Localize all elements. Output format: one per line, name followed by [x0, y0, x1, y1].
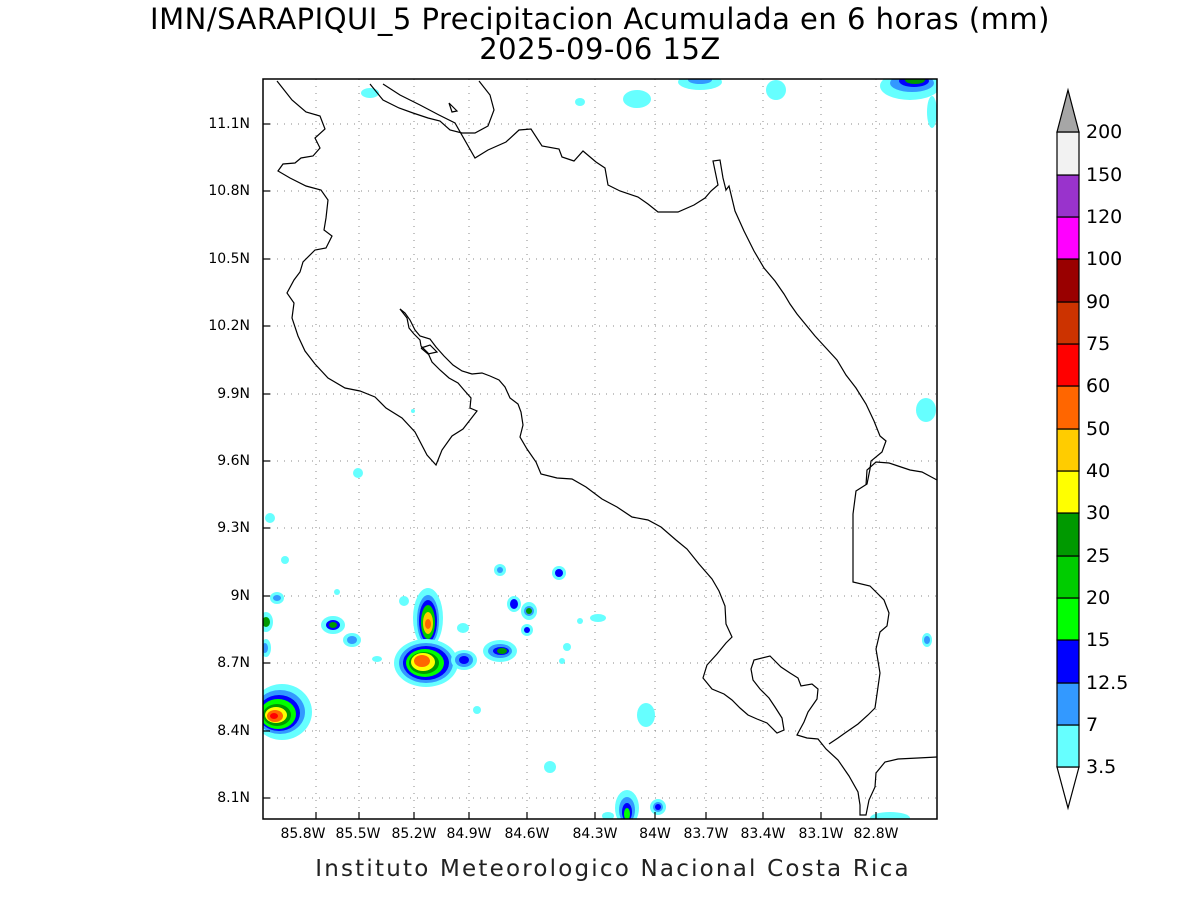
lon-tick-label: 84.9W — [446, 826, 492, 842]
lat-tick-label: 8.1N — [217, 790, 250, 806]
lon-tick-label: 83.1W — [798, 826, 844, 842]
colorbar-swatch — [1056, 682, 1080, 726]
coastline — [276, 80, 937, 816]
gridlines — [263, 79, 937, 819]
colorbar-label: 75 — [1086, 333, 1111, 355]
lon-tick-label: 83.4W — [740, 826, 786, 842]
lat-tick-label: 8.7N — [217, 655, 250, 671]
colorbar — [1056, 87, 1080, 811]
lon-tick-label: 84.6W — [504, 826, 550, 842]
axis-ticks — [263, 123, 877, 819]
colorbar-swatch — [1056, 385, 1080, 430]
lon-tick-label: 85.2W — [391, 826, 437, 842]
plot-frame — [262, 78, 938, 820]
colorbar-label: 25 — [1086, 545, 1111, 567]
colorbar-label: 120 — [1086, 206, 1123, 228]
lat-tick-label: 9.9N — [217, 386, 250, 402]
colorbar-swatch — [1056, 216, 1080, 260]
colorbar-label: 7 — [1086, 714, 1099, 736]
colorbar-arrow-top — [1056, 87, 1080, 133]
colorbar-swatch — [1056, 639, 1080, 684]
lat-tick-label: 11.1N — [208, 116, 250, 132]
colorbar-swatch — [1056, 512, 1080, 557]
colorbar-swatch — [1056, 131, 1080, 176]
colorbar-swatch — [1056, 174, 1080, 218]
precipitation-field — [263, 79, 937, 819]
lon-tick-label: 83.7W — [683, 826, 729, 842]
colorbar-label: 15 — [1086, 629, 1111, 651]
lon-tick-label: 82.8W — [853, 826, 899, 842]
colorbar-swatch — [1056, 343, 1080, 387]
colorbar-label: 60 — [1086, 375, 1111, 397]
lon-tick-label: 85.8W — [280, 826, 326, 842]
colorbar-label: 40 — [1086, 460, 1111, 482]
lat-tick-label: 10.8N — [208, 183, 250, 199]
lon-tick-label: 84.3W — [572, 826, 618, 842]
lon-tick-label: 84W — [639, 826, 671, 842]
colorbar-swatch — [1056, 555, 1080, 599]
colorbar-swatch — [1056, 470, 1080, 514]
colorbar-label: 30 — [1086, 502, 1111, 524]
lon-tick-label: 85.5W — [335, 826, 381, 842]
colorbar-swatch — [1056, 301, 1080, 345]
lat-tick-label: 10.2N — [208, 318, 250, 334]
colorbar-arrow-bottom — [1056, 766, 1080, 811]
colorbar-swatch — [1056, 597, 1080, 641]
lat-tick-label: 9.3N — [217, 520, 250, 536]
colorbar-label: 150 — [1086, 164, 1123, 186]
colorbar-label: 3.5 — [1086, 756, 1117, 778]
colorbar-label: 100 — [1086, 248, 1123, 270]
lat-tick-label: 9N — [230, 588, 250, 604]
colorbar-label: 90 — [1086, 291, 1111, 313]
map-subtitle: 2025-09-06 15Z — [479, 32, 721, 66]
lat-tick-label: 8.4N — [217, 723, 250, 739]
colorbar-label: 12.5 — [1086, 672, 1129, 694]
lat-tick-label: 9.6N — [217, 453, 250, 469]
map-title: IMN/SARAPIQUI_5 Precipitacion Acumulada … — [150, 2, 1050, 36]
lat-tick-label: 10.5N — [208, 251, 250, 267]
colorbar-label: 20 — [1086, 587, 1111, 609]
colorbar-swatch — [1056, 258, 1080, 303]
credit-text: Instituto Meteorologico Nacional Costa R… — [315, 856, 911, 882]
colorbar-swatch — [1056, 724, 1080, 768]
colorbar-swatch — [1056, 428, 1080, 472]
colorbar-label: 50 — [1086, 418, 1111, 440]
colorbar-label: 200 — [1086, 121, 1123, 143]
